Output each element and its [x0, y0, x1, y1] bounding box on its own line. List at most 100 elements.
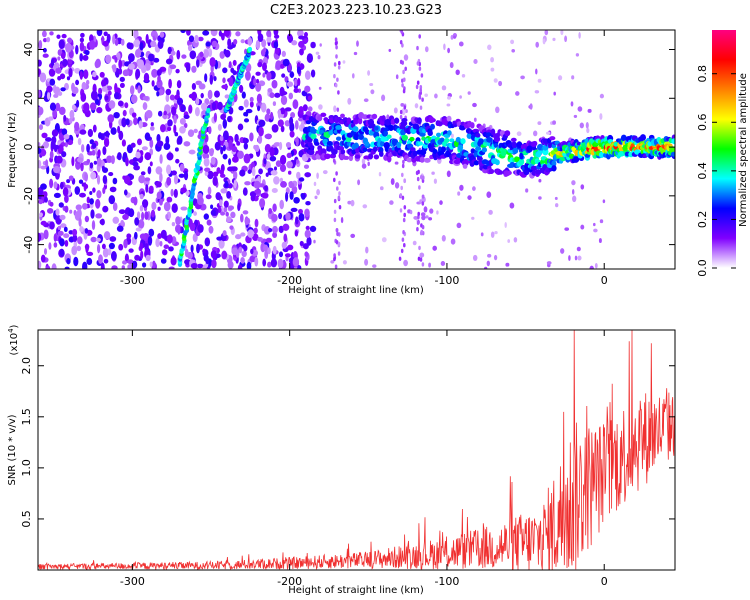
- spectrogram-cell: [353, 51, 358, 56]
- spectrogram-cell: [345, 136, 352, 143]
- spectrogram-cell: [286, 81, 294, 88]
- spectrogram-cell: [49, 102, 57, 111]
- spectrogram-cell: [255, 78, 260, 84]
- spectrogram-cell: [143, 72, 150, 83]
- spectrogram-cell: [140, 250, 144, 260]
- spectrogram-cell: [287, 170, 292, 175]
- spectrogram-cell: [580, 224, 585, 230]
- spectrogram-cell: [399, 193, 403, 198]
- spectrogram-cell: [51, 129, 59, 137]
- spectrogram-cell: [262, 62, 267, 71]
- spectrogram-cell: [235, 249, 240, 258]
- spectrogram-cell: [92, 187, 96, 193]
- spectrogram-cell: [90, 236, 97, 243]
- spectrogram-cell: [262, 72, 266, 78]
- spectrogram-cell: [412, 123, 420, 130]
- spectrogram-cell: [68, 175, 74, 181]
- spectrogram-cell: [129, 85, 135, 95]
- spectrogram-cell: [222, 118, 228, 129]
- spectrogram-cell: [112, 177, 118, 185]
- spectrogram-cell: [574, 255, 578, 261]
- spectrogram-cell: [409, 210, 413, 215]
- spectrogram-cell: [403, 54, 409, 61]
- spectrogram-cell: [190, 263, 198, 269]
- spectrogram-cell: [61, 151, 67, 158]
- spectrogram-cell: [53, 233, 57, 242]
- spectrogram-cell: [314, 195, 318, 200]
- spectrogram-cell: [47, 116, 54, 121]
- spectrogram-cell: [416, 45, 419, 51]
- spectrogram-cell: [572, 156, 580, 163]
- spectrogram-cell: [63, 226, 68, 233]
- spectrogram-y-ticks: 40 20 0 -20 -40: [22, 43, 675, 254]
- spectrogram-cell: [281, 50, 286, 57]
- spectrogram-cell: [224, 94, 230, 99]
- snr-frame: [37, 329, 676, 571]
- spectrogram-cell: [102, 205, 109, 213]
- spectrogram-cell: [403, 205, 407, 210]
- spectrogram-cell: [298, 208, 303, 215]
- spectrogram-cell: [553, 91, 556, 96]
- spectrogram-cell: [455, 136, 461, 143]
- spectrogram-cell: [171, 170, 177, 176]
- spectrogram-cell: [231, 146, 238, 153]
- spectrogram-cell: [334, 264, 338, 269]
- spectrogram-cell: [41, 132, 48, 139]
- spectrogram-cell: [253, 77, 257, 86]
- spectrogram-cell: [210, 156, 216, 165]
- chart-title: C2E3.2023.223.10.23.G23: [270, 3, 442, 18]
- spectrogram-cell: [59, 181, 64, 190]
- spectrogram-cell: [86, 257, 93, 265]
- spectrogram-cell: [381, 94, 386, 102]
- spectrogram-cell: [428, 217, 433, 221]
- spectrogram-cell: [403, 178, 407, 184]
- spectrogram-cell: [490, 57, 495, 63]
- spectrogram-cell: [537, 78, 542, 83]
- spectrogram-cell: [66, 179, 71, 184]
- spectrogram-cell: [309, 225, 317, 232]
- spectrogram-cell: [260, 102, 267, 113]
- spectrogram-cell: [401, 118, 408, 123]
- spectrogram-cell: [458, 41, 464, 47]
- spectrogram-cell: [116, 225, 124, 232]
- spectrogram-cell: [280, 181, 287, 188]
- spectrogram-cell: [304, 70, 311, 81]
- spectrogram-cell: [167, 119, 173, 127]
- spectrogram-cell: [210, 209, 217, 216]
- spectrogram-cell: [337, 195, 341, 200]
- spectrogram-cell: [165, 94, 170, 103]
- spectrogram-cell: [210, 30, 218, 37]
- spectrogram-cell: [296, 171, 301, 180]
- spectrogram-cell: [168, 66, 172, 76]
- spectrogram-cell: [159, 240, 163, 247]
- spectrogram-cell: [273, 41, 279, 49]
- spectrogram-cell: [202, 144, 210, 154]
- spectrogram-cell: [63, 233, 70, 239]
- spectrogram-cell: [160, 124, 166, 133]
- spectrogram-cell: [76, 157, 84, 163]
- spectrogram-cell: [42, 37, 48, 43]
- spectrogram-cell: [422, 175, 425, 180]
- spectrogram-cell: [279, 199, 284, 210]
- spectrogram-cell: [211, 101, 217, 111]
- spectrogram-cell: [338, 60, 341, 66]
- spectrogram-cell: [114, 56, 118, 63]
- spectrogram-cell: [189, 222, 196, 232]
- spectrogram-cell: [241, 244, 247, 249]
- colorbar-tick-label: 0.4: [696, 162, 709, 180]
- spectrogram-cell: [220, 188, 228, 194]
- spectrogram-cell: [287, 33, 293, 42]
- spectrogram-cell: [157, 40, 164, 49]
- spectrogram-cell: [560, 248, 565, 254]
- spectrogram-cell: [520, 75, 525, 80]
- spectrogram-cell: [219, 135, 224, 142]
- spectrogram-cell: [299, 48, 304, 56]
- spectrogram-cell: [419, 88, 423, 93]
- spectrogram-cell: [265, 237, 273, 243]
- spectrogram-cell: [148, 185, 154, 193]
- spectrogram-cell: [58, 39, 65, 50]
- spectrogram-cell: [511, 49, 516, 53]
- spectrogram-cell: [294, 229, 299, 237]
- spectrogram-cell: [119, 82, 125, 89]
- spectrogram-cell: [333, 256, 336, 262]
